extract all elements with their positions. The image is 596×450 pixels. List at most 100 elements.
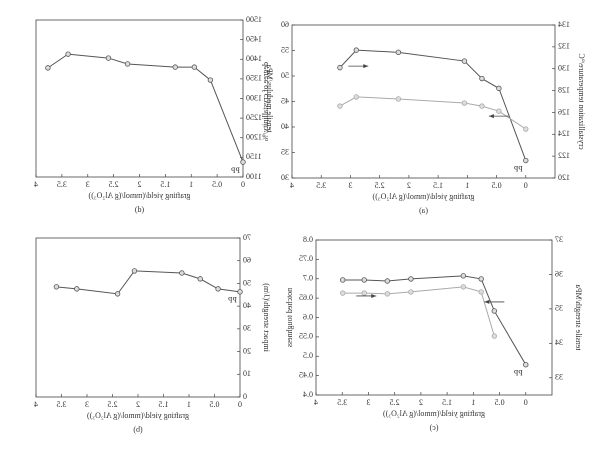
y-tick-label: 60 (243, 256, 251, 265)
y-tick-label: 70 (243, 233, 251, 242)
y2-tick-label: 0.6 (303, 312, 313, 321)
data-point (340, 290, 346, 296)
x-tick-label: 3.5 (57, 180, 67, 189)
x-axis-title: grafting yield/(mmol/(g Al₂O₃)) (88, 191, 190, 200)
y-tick-label: 37 (555, 235, 563, 244)
data-point (240, 159, 246, 165)
x-tick-label: 0 (524, 398, 528, 407)
data-point (172, 64, 178, 70)
data-point (337, 103, 343, 109)
data-point (340, 277, 346, 283)
caption: (d) (135, 205, 145, 214)
caption: (b) (133, 425, 143, 434)
y-tick-label: 126 (558, 107, 570, 116)
x-tick-label: 0 (241, 180, 245, 189)
series-line (339, 49, 527, 161)
y-tick-label: 1350 (246, 74, 262, 83)
data-point (53, 284, 60, 290)
y2-axis-title: degree of crystallinity/% (261, 62, 270, 141)
data-point (131, 268, 138, 274)
y-tick-label: 1200 (246, 133, 262, 142)
data-point (215, 286, 221, 292)
data-point (523, 126, 529, 132)
annotation: PP (513, 164, 522, 173)
y-axis-title: crystallization temperature/°C (577, 53, 586, 149)
data-point (461, 100, 468, 106)
y-tick-label: 0 (243, 392, 247, 401)
x-axis-title: grafting yield/(mmol/(g Al₂O₃)) (87, 411, 189, 420)
data-point (408, 289, 414, 295)
data-point (353, 47, 359, 53)
data-point (361, 290, 367, 296)
x-tick-label: 0.5 (495, 398, 505, 407)
x-tick-label: 3 (86, 180, 90, 189)
data-point (114, 291, 121, 297)
x-tick-label: 2.5 (108, 400, 118, 409)
x-tick-label: 4 (34, 180, 38, 189)
data-point (65, 51, 71, 57)
arrow-head (363, 64, 369, 69)
arrow-head (484, 299, 490, 304)
data-point (496, 108, 502, 114)
y2-tick-label: 0.8 (303, 235, 313, 244)
data-point (478, 276, 484, 282)
y2-tick-label: 0.45 (299, 370, 313, 379)
x-tick-label: 1 (189, 180, 193, 189)
y2-tick-label: 35 (281, 147, 289, 156)
y-tick-label: 33 (555, 373, 563, 382)
x-tick-label: 4 (290, 181, 294, 190)
y2-tick-label: 30 (281, 173, 289, 182)
y2-axis-title: notched toughness (285, 288, 294, 347)
x-tick-label: 2 (419, 398, 423, 407)
y-tick-label: 50 (243, 278, 251, 287)
data-point (478, 289, 484, 295)
y-tick-label: 1400 (246, 54, 262, 63)
x-tick-label: 3.5 (57, 400, 67, 409)
data-point (384, 278, 391, 284)
y-tick-label: 10 (243, 369, 251, 378)
data-point (384, 291, 391, 297)
y-tick-label: 134 (558, 20, 570, 29)
y-tick-label: 1100 (246, 172, 262, 181)
data-point (207, 77, 214, 83)
y-tick-label: 1150 (246, 152, 262, 161)
series-line (56, 270, 241, 295)
y2-tick-label: 0.75 (299, 254, 313, 263)
data-point (124, 61, 131, 67)
x-tick-label: 0.5 (210, 400, 220, 409)
plot-frame (35, 19, 244, 178)
y2-tick-label: 0.55 (299, 332, 313, 341)
x-tick-label: 2.5 (109, 180, 119, 189)
x-tick-label: 3 (85, 400, 89, 409)
y-tick-label: 40 (243, 301, 251, 310)
caption: (a) (419, 206, 428, 215)
x-tick-label: 0 (238, 400, 242, 409)
y2-tick-label: 40 (281, 122, 289, 131)
data-point (353, 94, 359, 100)
data-point (237, 289, 243, 295)
y-tick-label: 34 (555, 338, 563, 347)
x-tick-label: 1 (471, 398, 475, 407)
data-point (337, 64, 343, 71)
data-point (461, 58, 468, 64)
x-tick-label: 2 (407, 181, 411, 190)
y2-tick-label: 0.4 (303, 390, 313, 399)
data-point (491, 308, 498, 314)
x-tick-label: 1.5 (160, 180, 170, 189)
x-tick-label: 3 (366, 398, 370, 407)
x-tick-label: 0 (524, 181, 528, 190)
y-axis-title: impact strength/(J/m) (262, 283, 271, 352)
data-point (179, 270, 185, 276)
y-tick-label: 1300 (246, 93, 262, 102)
annotation: PP (231, 166, 240, 175)
y-tick-label: 1250 (246, 113, 262, 122)
data-point (523, 157, 529, 164)
data-point (45, 65, 51, 71)
y-axis-title: tensile strength/MPa (574, 284, 583, 350)
x-tick-label: 1 (465, 181, 469, 190)
y-tick-label: 30 (243, 324, 251, 333)
y-tick-label: 122 (558, 151, 570, 160)
x-tick-label: 0.5 (492, 181, 502, 190)
